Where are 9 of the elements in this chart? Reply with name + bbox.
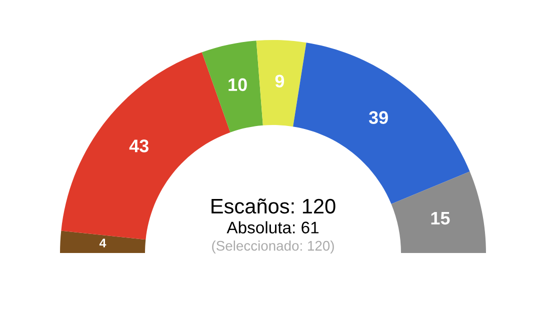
data-label: 39 <box>368 111 388 124</box>
text: Absoluta: 61 <box>226 221 319 234</box>
data-label: 9 <box>275 74 284 88</box>
data-label: 15 <box>431 212 450 225</box>
data-label: 4 <box>99 238 106 248</box>
text: (Seleccionado: 120) <box>212 240 334 254</box>
data-label: 10 <box>228 78 247 92</box>
text: Escaños: 120 <box>212 198 336 214</box>
data-label: 43 <box>129 140 148 152</box>
